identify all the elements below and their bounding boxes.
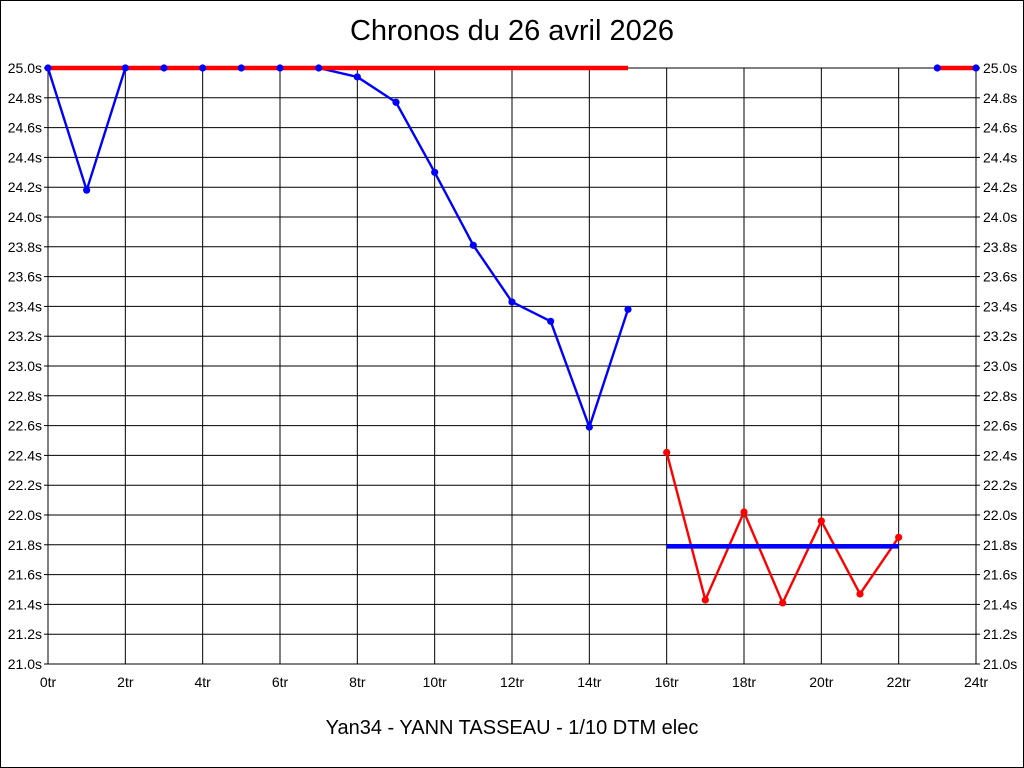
lap-times-red-point xyxy=(701,596,709,604)
y-axis-label-left: 23.4s xyxy=(8,298,42,314)
y-axis-label-right: 24.6s xyxy=(983,120,1017,136)
y-axis-label-left: 21.6s xyxy=(8,567,42,583)
x-axis-label: 14tr xyxy=(577,674,601,690)
lap-times-blue-point xyxy=(431,168,439,176)
lap-times-red-point xyxy=(740,508,748,516)
y-axis-label-right: 22.0s xyxy=(983,507,1017,523)
lap-times-blue-point xyxy=(160,64,168,72)
chart-title: Chronos du 26 avril 2026 xyxy=(349,15,675,47)
lap-times-blue-end-point xyxy=(933,64,941,72)
y-axis-label-right: 23.0s xyxy=(983,358,1017,374)
y-axis-label-right: 23.2s xyxy=(983,328,1017,344)
lap-times-blue-point xyxy=(353,73,361,81)
lap-times-blue-point xyxy=(469,241,477,249)
y-axis-label-right: 23.6s xyxy=(983,269,1017,285)
y-axis-label-right: 24.2s xyxy=(983,179,1017,195)
lap-times-blue-line xyxy=(46,66,630,429)
x-axis-label: 22tr xyxy=(887,674,911,690)
lap-times-red-point xyxy=(895,533,903,541)
lap-times-blue-point xyxy=(392,98,400,106)
y-axis-label-left: 24.8s xyxy=(8,90,42,106)
y-axis-label-left: 23.2s xyxy=(8,328,42,344)
y-axis-label-right: 24.0s xyxy=(983,209,1017,225)
x-axis-label: 6tr xyxy=(272,674,289,690)
y-axis-label-left: 24.6s xyxy=(8,120,42,136)
y-axis-label-right: 21.4s xyxy=(983,596,1017,612)
lap-times-red-point xyxy=(817,517,825,525)
x-axis-label: 4tr xyxy=(194,674,211,690)
y-axis-label-right: 22.6s xyxy=(983,418,1017,434)
lap-times-red-point xyxy=(663,448,671,457)
y-axis-label-left: 22.8s xyxy=(8,388,42,404)
lap-times-red-point xyxy=(779,599,787,607)
lap-times-blue-end-point xyxy=(972,64,980,72)
chart-subtitle: Yan34 - YANN TASSEAU - 1/10 DTM elec xyxy=(325,717,699,739)
lap-times-blue-point xyxy=(44,64,52,72)
x-axis-label: 2tr xyxy=(117,674,134,690)
x-axis-label: 24tr xyxy=(964,674,988,690)
y-axis-label-left: 23.8s xyxy=(8,239,42,255)
y-axis-label-right: 25.0s xyxy=(983,60,1017,76)
x-axis-label: 0tr xyxy=(40,674,57,690)
x-axis-label: 10tr xyxy=(423,674,447,690)
y-axis-label-left: 22.4s xyxy=(8,447,42,463)
y-axis-label-left: 24.4s xyxy=(8,149,42,165)
y-axis-label-left: 24.2s xyxy=(8,179,42,195)
lap-times-blue-point xyxy=(547,317,555,325)
y-axis-label-left: 24.0s xyxy=(8,209,42,225)
y-axis-label-left: 21.0s xyxy=(8,656,42,672)
lap-times-blue-point xyxy=(199,64,207,72)
x-axis-label: 18tr xyxy=(732,674,756,690)
y-axis-label-right: 23.4s xyxy=(983,298,1017,314)
y-axis-label-left: 22.6s xyxy=(8,418,42,434)
lap-times-blue-point xyxy=(276,64,284,72)
y-axis-label-left: 21.8s xyxy=(8,537,42,553)
x-axis-label: 12tr xyxy=(500,674,524,690)
y-axis-label-left: 23.0s xyxy=(8,358,42,374)
y-axis-label-right: 21.0s xyxy=(983,656,1017,672)
y-axis-label-right: 22.4s xyxy=(983,447,1017,463)
y-axis-label-right: 21.8s xyxy=(983,537,1017,553)
lap-times-blue-point xyxy=(585,423,593,431)
y-axis-label-left: 22.2s xyxy=(8,477,42,493)
y-axis-label-right: 23.8s xyxy=(983,239,1017,255)
lap-times-blue-point xyxy=(237,64,245,72)
y-axis-label-left: 22.0s xyxy=(8,507,42,523)
y-axis-label-left: 21.4s xyxy=(8,596,42,612)
y-axis-label-right: 22.2s xyxy=(983,477,1017,493)
lap-times-blue-point xyxy=(508,298,516,306)
x-axis-label: 8tr xyxy=(349,674,366,690)
lap-times-red-line xyxy=(665,452,900,605)
y-axis-label-left: 25.0s xyxy=(8,60,42,76)
y-axis-label-right: 22.8s xyxy=(983,388,1017,404)
lap-times-red-point xyxy=(856,590,864,598)
y-axis-label-left: 21.2s xyxy=(8,626,42,642)
x-axis-label: 20tr xyxy=(809,674,833,690)
x-axis-label: 16tr xyxy=(655,674,679,690)
lap-times-blue-point xyxy=(315,64,323,72)
lap-times-blue-point xyxy=(624,305,632,313)
lap-times-blue-point xyxy=(83,186,91,194)
lap-times-blue-point xyxy=(121,64,129,72)
y-axis-label-right: 24.8s xyxy=(983,90,1017,106)
y-axis-label-right: 21.2s xyxy=(983,626,1017,642)
y-axis-label-left: 23.6s xyxy=(8,269,42,285)
y-axis-label-right: 24.4s xyxy=(983,149,1017,165)
y-axis-label-right: 21.6s xyxy=(983,567,1017,583)
